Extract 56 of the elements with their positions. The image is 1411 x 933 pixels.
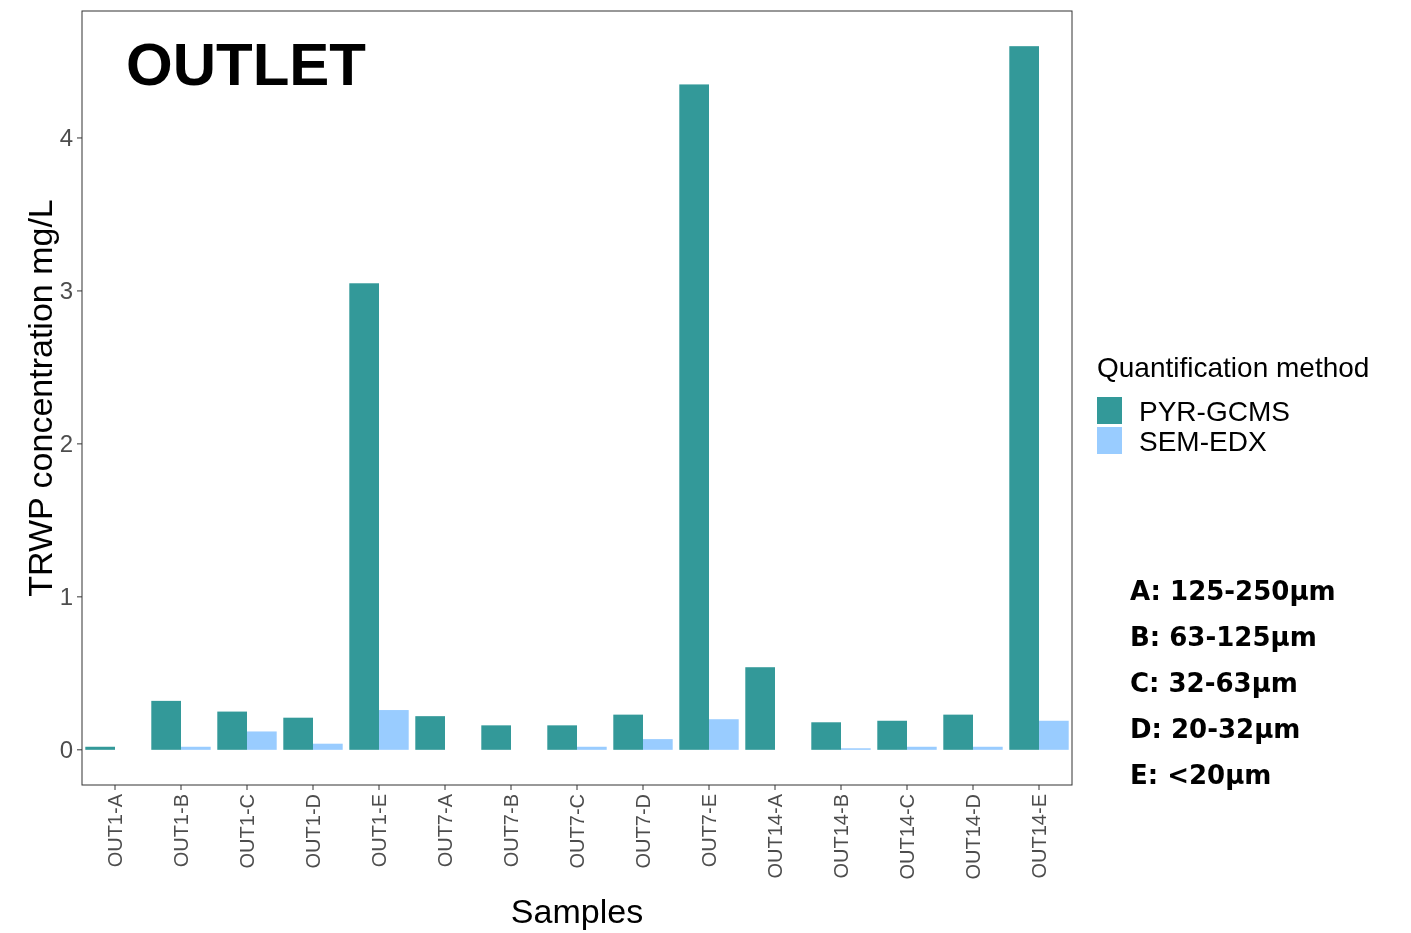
bar <box>181 746 211 750</box>
x-tick-label: OUT1-E <box>368 794 390 868</box>
x-tick-label: OUT7-D <box>632 794 654 869</box>
text: E: <20µm <box>1130 760 1272 790</box>
y-tick-label: 0 <box>59 736 73 764</box>
bar <box>349 283 379 750</box>
text: B: 63-125µm <box>1130 622 1317 652</box>
x-tick-label: OUT1-D <box>302 794 324 869</box>
bar <box>379 710 409 750</box>
bar <box>943 714 973 750</box>
x-tick-label: OUT7-C <box>566 794 588 869</box>
text: A: 125-250µm <box>1130 576 1336 606</box>
chart-title: OUTLET <box>126 31 366 98</box>
bar <box>877 720 907 750</box>
bar <box>151 700 181 750</box>
legend-label: PYR-GCMS <box>1139 395 1290 427</box>
bar <box>547 725 577 750</box>
bar <box>481 725 511 750</box>
bar <box>217 711 247 750</box>
bar <box>85 746 115 750</box>
bar <box>709 719 739 750</box>
x-tick-label: OUT14-D <box>962 794 984 880</box>
bar <box>283 717 313 750</box>
x-tick-label: OUT14-E <box>1028 794 1050 879</box>
bar <box>415 716 445 750</box>
x-tick-label: OUT1-B <box>170 794 192 868</box>
x-tick-label: OUT7-E <box>698 794 720 868</box>
bar <box>745 667 775 750</box>
bar <box>643 739 673 750</box>
bar <box>613 714 643 750</box>
legend-title: Quantification method <box>1097 352 1370 383</box>
y-tick-label: 4 <box>59 124 73 152</box>
y-tick-label: 2 <box>59 430 73 458</box>
bar <box>907 746 937 750</box>
x-tick-label: OUT1-A <box>104 793 126 868</box>
x-tick-label: OUT14-C <box>896 794 918 880</box>
bar <box>973 746 1003 750</box>
text: C: 32-63µm <box>1130 668 1298 698</box>
bar <box>811 722 841 750</box>
bar <box>1009 46 1039 750</box>
y-axis-title: TRWP concentration mg/L <box>21 199 59 597</box>
x-tick-label: OUT7-B <box>500 794 522 868</box>
legend-label: SEM-EDX <box>1139 425 1267 457</box>
x-tick-label: OUT14-B <box>830 794 852 879</box>
x-tick-label: OUT1-C <box>236 794 258 869</box>
y-tick-label: 1 <box>59 583 73 611</box>
bar <box>1039 720 1069 750</box>
x-tick-label: OUT14-A <box>764 793 786 879</box>
bar <box>247 731 277 750</box>
x-axis-title: Samples <box>510 892 644 930</box>
y-tick-label: 3 <box>59 277 73 305</box>
bar <box>679 84 709 750</box>
bar <box>577 746 607 750</box>
text: D: 20-32µm <box>1130 714 1301 744</box>
x-tick-label: OUT7-A <box>434 793 456 868</box>
bar <box>313 743 343 750</box>
